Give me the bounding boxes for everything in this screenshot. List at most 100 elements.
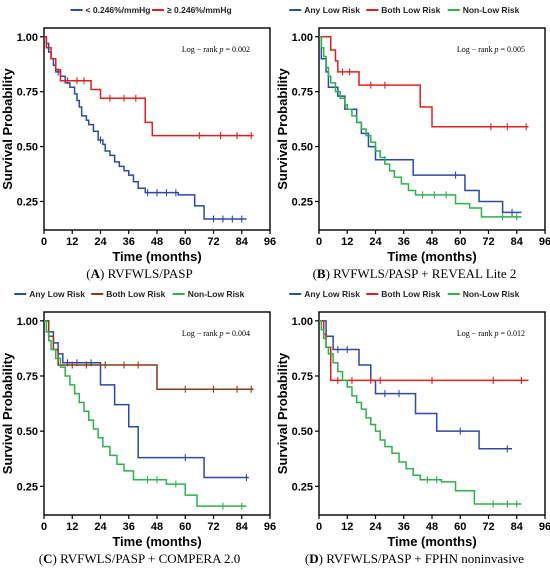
- x-axis-label: Time (months): [112, 534, 201, 549]
- x-tick-label: 60: [454, 236, 466, 248]
- x-tick-label: 0: [41, 521, 47, 533]
- y-tick-label: 0.25: [17, 196, 38, 208]
- x-tick-label: 24: [369, 521, 382, 533]
- legend-label: Both Low Risk: [381, 289, 440, 299]
- y-tick-label: 0.50: [292, 426, 313, 438]
- legend-label: Non-Low Risk: [188, 289, 245, 299]
- logrank-p-value: = 0.002: [223, 45, 250, 54]
- panel-b: 0.25 0.50 0.75 1.00 0 12 24 36 48 60 72 84 96 Time (m…: [275, 5, 550, 281]
- x-tick-label: 0: [316, 521, 322, 533]
- panel-c: 0.25 0.50 0.75 1.00 0 12 24 36 48 60 72 84 96 Time (m…: [0, 289, 276, 566]
- x-axis-label: Time (months): [112, 249, 201, 264]
- logrank-annotation: Log − rank p = 0.012: [457, 329, 525, 338]
- y-tick-label: 0.75: [292, 87, 313, 99]
- x-tick-label: 60: [179, 236, 191, 248]
- y-tick-label: 0.25: [292, 481, 313, 493]
- y-tick-label: 1.00: [292, 316, 313, 328]
- panel-d: 0.25 0.50 0.75 1.00 0 12 24 36 48 60 72 84 96 Time (m…: [275, 289, 550, 566]
- y-tick-label: 0.25: [292, 196, 313, 208]
- y-tick-label: 1.00: [17, 32, 38, 44]
- legend-label: Any Low Risk: [304, 5, 360, 15]
- logrank-label: Log − rank: [182, 329, 220, 338]
- y-tick-label: 1.00: [292, 32, 313, 44]
- survival-curve: [44, 320, 249, 479]
- logrank-p-value: = 0.004: [223, 329, 250, 338]
- legend-label: Any Low Risk: [304, 289, 360, 299]
- legend-label: Both Low Risk: [381, 5, 440, 15]
- legend: Any Low Risk Both Low Risk Non-Low Risk: [289, 289, 520, 299]
- plot-frame: [318, 27, 546, 231]
- x-axis-label: Time (months): [387, 534, 476, 549]
- logrank-annotation: Log − rank p = 0.004: [182, 329, 250, 338]
- caption-panel-letter: B: [317, 266, 326, 281]
- caption-panel-letter: C: [43, 551, 52, 566]
- caption-paren-close: ): [326, 266, 334, 281]
- x-tick-label: 12: [66, 521, 78, 533]
- caption-paren-open: (: [313, 266, 317, 281]
- caption-text: RVFWLS/PASP + REVEAL Lite 2: [333, 266, 516, 281]
- logrank-annotation: Log − rank p = 0.002: [182, 45, 250, 54]
- survival-curve: [44, 36, 254, 137]
- caption-paren-open: (: [305, 551, 309, 566]
- y-axis-label: Survival Probability: [0, 352, 15, 474]
- y-tick-label: 0.75: [17, 87, 38, 99]
- x-tick-label: 96: [264, 236, 276, 248]
- logrank-p-symbol: p: [493, 329, 498, 338]
- caption-text: RVFWLS/PASP + FPHN noninvasive: [326, 551, 524, 566]
- caption-paren-close: ): [52, 551, 60, 566]
- legend-label: Both Low Risk: [106, 289, 165, 299]
- caption-paren-open: (: [39, 551, 43, 566]
- panel-caption: (A) RVFWLS/PASP: [86, 266, 193, 281]
- x-tick-label: 12: [341, 521, 353, 533]
- survival-curve: [319, 36, 529, 128]
- x-tick-label: 24: [94, 521, 107, 533]
- x-tick-label: 96: [539, 236, 550, 248]
- x-tick-label: 0: [316, 236, 322, 248]
- x-tick-label: 84: [511, 236, 524, 248]
- logrank-label: Log − rank: [182, 45, 220, 54]
- y-tick-label: 0.25: [17, 481, 38, 493]
- x-tick-label: 84: [511, 521, 524, 533]
- logrank-p-value: = 0.005: [498, 45, 525, 54]
- caption-paren-open: (: [86, 266, 90, 281]
- panel-caption: (C) RVFWLS/PASP + COMPERA 2.0: [39, 551, 241, 566]
- caption-paren-close: ): [100, 266, 108, 281]
- x-tick-label: 48: [151, 236, 163, 248]
- y-tick-label: 0.50: [17, 142, 38, 154]
- survival-curve: [319, 36, 522, 218]
- panel-caption: (D) RVFWLS/PASP + FPHN noninvasive: [305, 551, 524, 566]
- x-tick-label: 72: [207, 521, 219, 533]
- x-tick-label: 24: [369, 236, 382, 248]
- x-tick-label: 48: [426, 236, 438, 248]
- x-tick-label: 24: [94, 236, 107, 248]
- x-tick-label: 48: [426, 521, 438, 533]
- logrank-p-symbol: p: [218, 45, 223, 54]
- survival-curve: [44, 320, 247, 507]
- x-tick-label: 36: [123, 236, 135, 248]
- legend: < 0.246%/mmHg ≥ 0.246%/mmHg: [70, 5, 232, 15]
- legend-label: < 0.246%/mmHg: [86, 5, 151, 15]
- x-tick-label: 84: [236, 521, 249, 533]
- x-tick-label: 72: [482, 236, 494, 248]
- x-tick-label: 72: [482, 521, 494, 533]
- survival-curve: [44, 36, 247, 220]
- x-tick-label: 96: [264, 521, 276, 533]
- caption-text: RVFWLS/PASP: [108, 266, 193, 281]
- logrank-label: Log − rank: [457, 329, 495, 338]
- y-axis-label: Survival Probability: [275, 68, 290, 190]
- legend-label: Non-Low Risk: [463, 289, 520, 299]
- x-tick-label: 60: [179, 521, 191, 533]
- y-axis-label: Survival Probability: [0, 68, 15, 190]
- x-tick-label: 96: [539, 521, 550, 533]
- x-tick-label: 12: [341, 236, 353, 248]
- caption-text: RVFWLS/PASP + COMPERA 2.0: [60, 551, 240, 566]
- logrank-p-symbol: p: [218, 329, 223, 338]
- legend: Any Low Risk Both Low Risk Non-Low Risk: [14, 289, 245, 299]
- y-tick-label: 1.00: [17, 316, 38, 328]
- survival-curve: [319, 320, 522, 505]
- plot-frame: [43, 27, 271, 231]
- caption-panel-letter: D: [309, 551, 318, 566]
- panel-caption: (B) RVFWLS/PASP + REVEAL Lite 2: [313, 266, 517, 281]
- y-tick-label: 0.75: [292, 371, 313, 383]
